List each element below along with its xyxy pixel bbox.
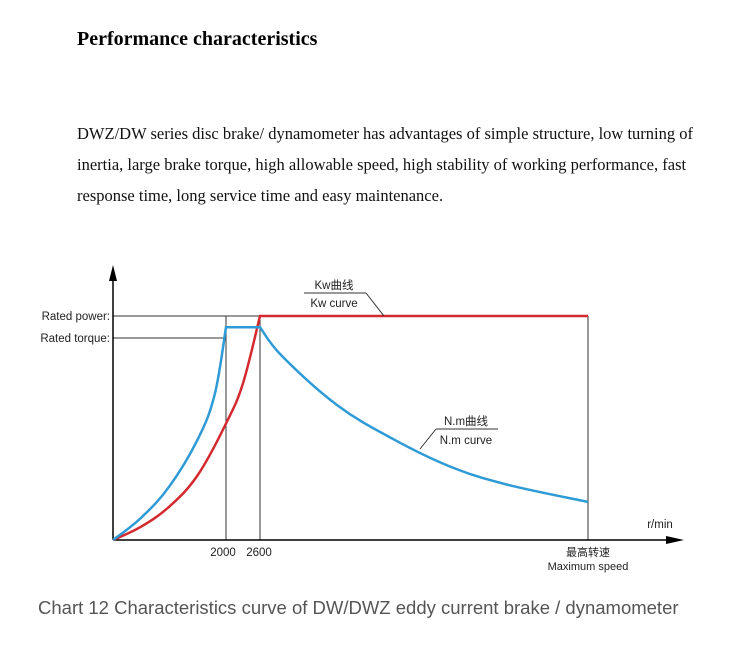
x-axis-label: r/min bbox=[647, 519, 673, 531]
nm-annotation-leader bbox=[419, 428, 437, 450]
y-tick-rated-torque: Rated torque: bbox=[40, 333, 110, 345]
intro-paragraph: DWZ/DW series disc brake/ dynamometer ha… bbox=[77, 124, 693, 205]
kw-annotation-leader bbox=[365, 292, 385, 317]
characteristics-chart: Rated power: Rated torque: 2000 2600 最高转… bbox=[40, 265, 684, 573]
y-tick-rated-power: Rated power: bbox=[42, 311, 110, 323]
x-tick-max-speed: Maximum speed bbox=[548, 561, 629, 573]
kw-curve-label: Kw curve bbox=[310, 298, 357, 310]
chart-caption: Chart 12 Characteristics curve of DW/DWZ… bbox=[38, 597, 679, 618]
nm-curve-label-cn: N.m曲线 bbox=[444, 414, 489, 428]
x-tick-2600: 2600 bbox=[246, 547, 272, 559]
x-tick-max-speed-cn: 最高转速 bbox=[566, 545, 610, 559]
nm-curve-line bbox=[112, 325, 589, 541]
y-axis-arrow bbox=[109, 265, 117, 281]
nm-curve-label: N.m curve bbox=[440, 435, 492, 447]
x-axis-arrow bbox=[666, 536, 684, 544]
kw-curve-label-cn: Kw曲线 bbox=[315, 278, 354, 292]
kw-curve-line bbox=[112, 314, 588, 542]
x-tick-2000: 2000 bbox=[210, 547, 236, 559]
section-heading: Performance characteristics bbox=[77, 28, 318, 50]
